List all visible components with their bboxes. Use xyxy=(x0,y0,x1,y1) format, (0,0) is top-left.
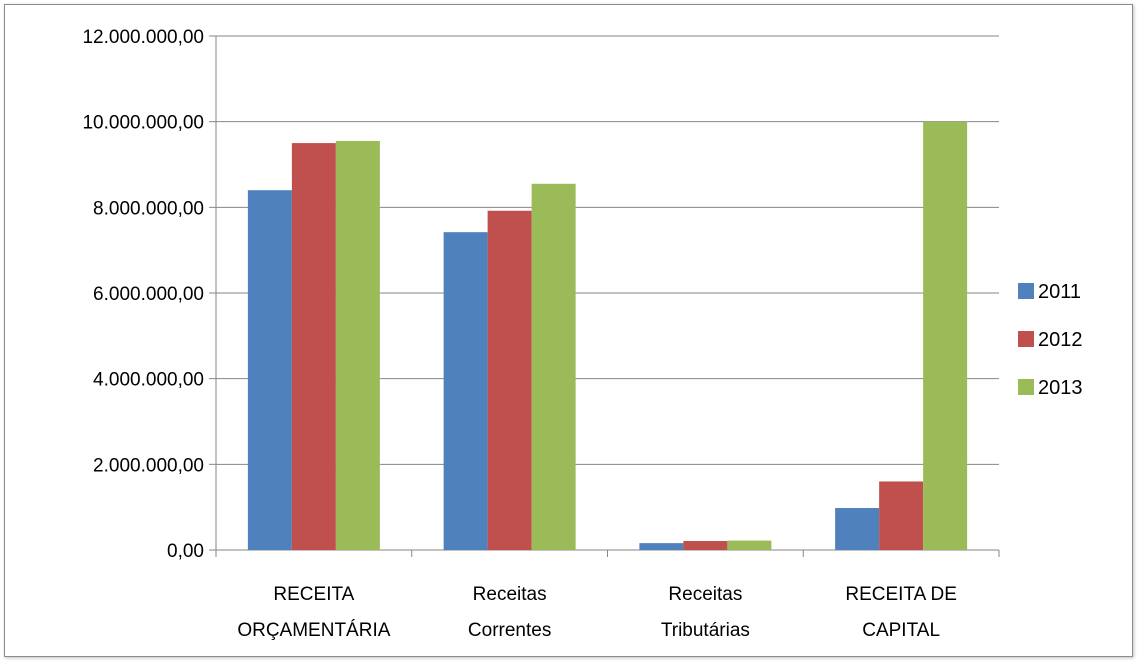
bar-2013-2 xyxy=(727,540,772,550)
legend-swatch-2012 xyxy=(1018,331,1034,347)
category-labels: RECEITA ORÇAMENTÁRIA Receitas Correntes Rece… xyxy=(237,584,957,641)
bar-2011-0 xyxy=(247,190,292,550)
y-tick-label: 2.000.000,00 xyxy=(93,455,204,476)
bar-2012-2 xyxy=(683,541,728,550)
bar-2013-1 xyxy=(531,183,576,550)
legend-swatch-2011 xyxy=(1018,283,1034,299)
bar-2011-1 xyxy=(443,232,488,550)
category-label: RECEITA xyxy=(273,584,354,605)
category-label: Receitas xyxy=(473,584,547,605)
y-tick-label: 4.000.000,00 xyxy=(93,370,204,391)
bar-2011-3 xyxy=(835,508,880,550)
category-label: RECEITA DE xyxy=(845,584,957,605)
bar-2012-0 xyxy=(291,143,336,551)
bar-2012-3 xyxy=(879,481,924,550)
legend-label-2013: 2013 xyxy=(1038,377,1083,399)
bar-2012-1 xyxy=(487,210,532,550)
legend-swatch-2013 xyxy=(1018,379,1034,395)
category-label: Receitas xyxy=(668,584,742,605)
legend-label-2012: 2012 xyxy=(1038,329,1083,351)
bar-2013-0 xyxy=(335,140,380,551)
legend: 2011 2012 2013 xyxy=(1018,281,1083,399)
bars xyxy=(247,121,968,551)
y-tick-label: 0,00 xyxy=(167,541,204,562)
y-tick-label: 8.000.000,00 xyxy=(93,198,204,219)
category-label: Correntes xyxy=(468,620,551,641)
y-tick-label: 10.000.000,00 xyxy=(82,113,204,134)
y-tick-label: 12.000.000,00 xyxy=(82,27,204,48)
bar-2013-3 xyxy=(923,121,968,551)
legend-label-2011: 2011 xyxy=(1038,281,1081,303)
y-tick-labels: 0,00 2.000.000,00 4.000.000,00 6.000.000,00… xyxy=(82,27,204,562)
y-tick-label: 6.000.000,00 xyxy=(93,284,204,305)
category-label: ORÇAMENTÁRIA xyxy=(237,620,390,641)
category-label: CAPITAL xyxy=(862,620,940,641)
bar-2011-2 xyxy=(639,543,684,550)
category-label: Tributárias xyxy=(661,620,750,641)
